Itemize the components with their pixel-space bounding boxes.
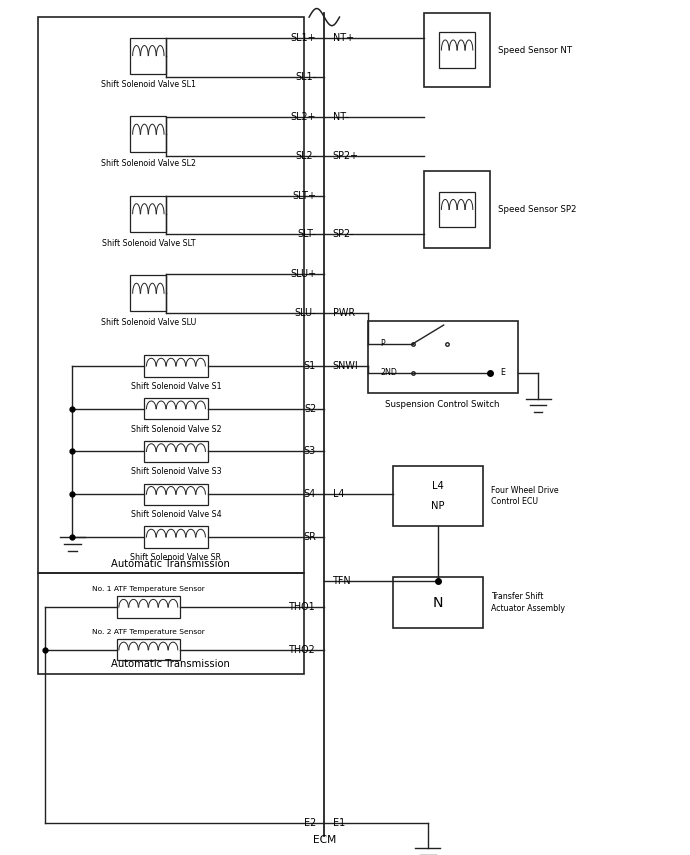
- Text: SR: SR: [303, 532, 316, 542]
- Text: S2: S2: [304, 404, 316, 414]
- Text: SLU+: SLU+: [290, 269, 316, 280]
- Text: N: N: [433, 596, 444, 610]
- Text: THO2: THO2: [289, 645, 316, 655]
- Text: Shift Solenoid Valve SLT: Shift Solenoid Valve SLT: [101, 239, 195, 248]
- Text: Transfer Shift
Actuator Assembly: Transfer Shift Actuator Assembly: [491, 593, 565, 613]
- Text: SL1+: SL1+: [290, 33, 316, 44]
- Text: SLT+: SLT+: [292, 191, 316, 201]
- Text: SP2-: SP2-: [333, 229, 354, 239]
- Text: Shift Solenoid Valve SL1: Shift Solenoid Valve SL1: [101, 80, 196, 90]
- Text: Shift Solenoid Valve S4: Shift Solenoid Valve S4: [130, 510, 221, 519]
- Text: S3: S3: [304, 446, 316, 457]
- Text: E: E: [500, 369, 505, 377]
- Text: L4: L4: [333, 489, 344, 499]
- Text: Shift Solenoid Valve S2: Shift Solenoid Valve S2: [130, 424, 221, 433]
- Text: Automatic Transmission: Automatic Transmission: [111, 659, 230, 669]
- Text: SLU-: SLU-: [295, 308, 316, 318]
- Text: TFN: TFN: [333, 576, 351, 587]
- Text: 2ND: 2ND: [380, 369, 397, 377]
- Text: No. 2 ATF Temperature Sensor: No. 2 ATF Temperature Sensor: [92, 628, 205, 634]
- Text: SLT-: SLT-: [297, 229, 316, 239]
- Text: S4: S4: [304, 489, 316, 499]
- Text: ECM: ECM: [313, 834, 336, 845]
- Text: SL2-: SL2-: [295, 150, 316, 161]
- Text: NT-: NT-: [333, 112, 348, 122]
- Text: NP: NP: [431, 501, 445, 511]
- Text: Suspension Control Switch: Suspension Control Switch: [386, 400, 500, 410]
- Text: Shift Solenoid Valve SLU: Shift Solenoid Valve SLU: [101, 318, 196, 327]
- Text: Shift Solenoid Valve S3: Shift Solenoid Valve S3: [130, 467, 221, 476]
- Text: Shift Solenoid Valve S1: Shift Solenoid Valve S1: [130, 381, 221, 391]
- Text: Four Wheel Drive
Control ECU: Four Wheel Drive Control ECU: [491, 486, 559, 506]
- Text: SNWI: SNWI: [333, 361, 358, 371]
- Text: L4: L4: [432, 481, 444, 491]
- Text: E2: E2: [304, 817, 316, 828]
- Text: Shift Solenoid Valve SL2: Shift Solenoid Valve SL2: [101, 159, 196, 168]
- Text: No. 1 ATF Temperature Sensor: No. 1 ATF Temperature Sensor: [92, 586, 205, 592]
- Text: NT+: NT+: [333, 33, 354, 44]
- Text: S1: S1: [304, 361, 316, 371]
- Text: Shift Solenoid Valve SR: Shift Solenoid Valve SR: [130, 553, 221, 562]
- Text: THO1: THO1: [289, 602, 316, 612]
- Text: Automatic Transmission: Automatic Transmission: [111, 558, 230, 569]
- Text: Speed Sensor SP2: Speed Sensor SP2: [498, 205, 577, 214]
- Text: PWR: PWR: [333, 308, 355, 318]
- Text: SL1-: SL1-: [295, 72, 316, 82]
- Text: P: P: [380, 339, 385, 348]
- Text: Speed Sensor NT: Speed Sensor NT: [498, 45, 572, 55]
- Text: SP2+: SP2+: [333, 150, 359, 161]
- Text: E1: E1: [333, 817, 345, 828]
- Text: SL2+: SL2+: [290, 112, 316, 122]
